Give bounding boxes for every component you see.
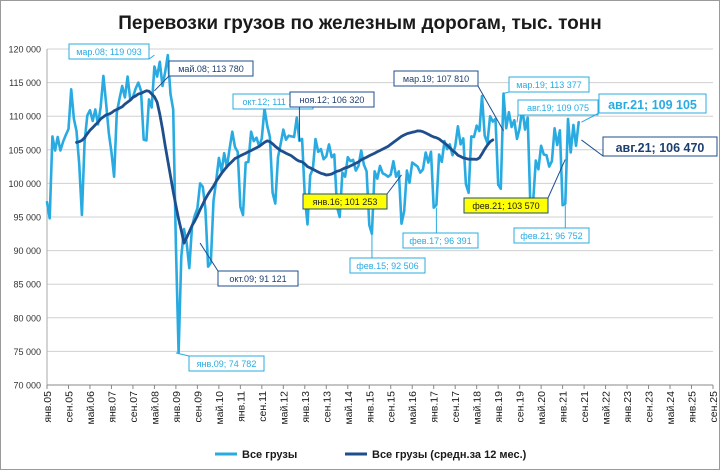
annotation-leader: [386, 174, 402, 195]
x-tick-label: май.14: [343, 391, 355, 425]
y-tick-label: 70 000: [13, 381, 41, 391]
series-line-moving-average: [75, 89, 495, 245]
x-tick-label: янв.19: [493, 391, 505, 423]
annotation-box: [513, 227, 590, 244]
legend-label: Все грузы: [242, 449, 297, 461]
x-tick-label: янв.05: [42, 391, 54, 423]
annotation-box: [302, 193, 388, 210]
annotation-label: фев.21; 103 570: [472, 201, 539, 211]
x-tick-label: янв.15: [364, 391, 376, 423]
x-tick-label: май.10: [214, 391, 226, 425]
x-tick-label: май.18: [472, 391, 484, 425]
annotation-leader: [547, 159, 566, 199]
annotation-label: фев.21; 96 752: [520, 231, 582, 241]
x-tick-label: сен.11: [257, 391, 269, 422]
annotation-box: [289, 91, 375, 108]
y-axis: 70 000 75 000 80 000 85 000 90 000 95 000 100 …: [8, 45, 41, 391]
annotation-leader: [503, 91, 510, 94]
annotation-box: [188, 355, 265, 372]
annotation-label: янв.09; 74 782: [197, 359, 257, 369]
annotation-label: ноя.12; 106 320: [300, 95, 365, 105]
annotation-box: [68, 43, 150, 60]
annotation-box: [217, 270, 299, 287]
y-tick-label: 100 000: [8, 179, 41, 189]
legend: Все грузы Все грузы (средн.за 12 мес.): [215, 449, 527, 461]
annotations: мар.08; 119 093 янв.09; 74 782 окт.12; 111…: [68, 43, 718, 372]
legend-label: Все грузы (средн.за 12 мес.): [372, 449, 527, 461]
x-tick-label: сен.13: [321, 391, 333, 423]
y-tick-label: 85 000: [13, 280, 41, 290]
x-tick-label: сен.25: [708, 391, 719, 423]
x-tick-label: май.22: [601, 391, 613, 425]
x-tick-label: май.20: [536, 391, 548, 425]
x-tick-label: янв.21: [558, 391, 570, 423]
annotation-box: [349, 257, 426, 274]
x-tick-label: май.08: [149, 391, 161, 425]
annotation-label: авг.21; 109 105: [608, 98, 697, 112]
annotation-box: [598, 93, 707, 114]
annotation-leader: [477, 85, 504, 132]
grid: [46, 48, 713, 386]
x-tick-label: май.06: [85, 391, 97, 425]
annotation-box: [517, 99, 599, 116]
chart-title: Перевозки грузов по железным дорогам, ты…: [118, 13, 601, 34]
annotation-box: [402, 232, 479, 249]
x-tick-label: янв.09: [171, 391, 183, 423]
y-tick-label: 115 000: [9, 78, 41, 88]
annotation-leader: [148, 54, 155, 60]
y-tick-label: 80 000: [13, 313, 41, 323]
x-tick-label: сен.05: [63, 391, 75, 423]
y-tick-label: 110 000: [9, 112, 41, 122]
x-tick-label: янв.07: [106, 391, 118, 423]
x-tick-label: янв.11: [235, 391, 247, 422]
x-tick-label: сен.09: [192, 391, 204, 423]
x-tick-label: сен.23: [644, 391, 656, 423]
y-tick-label: 90 000: [13, 246, 41, 256]
annotation-leader: [199, 242, 219, 272]
annotation-box: [393, 70, 479, 87]
annotation-box: [602, 136, 718, 157]
annotation-leader: [516, 114, 519, 123]
annotation-leader: [154, 75, 170, 92]
x-tick-label: май.24: [665, 391, 677, 425]
annotation-label: мар.19; 107 810: [403, 74, 469, 84]
annotation-label: фев.15; 92 506: [356, 261, 418, 271]
x-tick-label: янв.23: [622, 391, 634, 423]
x-tick-label: янв.13: [300, 391, 312, 423]
x-tick-label: сен.21: [579, 391, 591, 423]
plot-area: [45, 53, 581, 355]
annotation-box: [168, 60, 254, 77]
x-tick-label: сен.07: [128, 391, 140, 423]
x-tick-label: май.12: [278, 391, 290, 425]
x-tick-label: янв.17: [429, 391, 441, 423]
annotation-label: окт.12; 111 151: [243, 97, 304, 107]
annotation-box: [463, 197, 549, 214]
annotation-leader: [581, 139, 604, 157]
annotation-leader: [175, 352, 190, 357]
y-tick-label: 75 000: [13, 347, 41, 357]
x-tick-label: май.16: [407, 391, 419, 425]
y-tick-label: 105 000: [8, 145, 41, 155]
x-tick-label: сен.15: [386, 391, 398, 423]
annotation-leader: [581, 112, 600, 123]
annotation-label: май.08; 113 780: [178, 64, 244, 74]
annotation-label: авг.21; 106 470: [616, 141, 705, 155]
x-tick-label: сен.17: [450, 391, 462, 423]
annotation-label: мар.08; 119 093: [76, 47, 142, 57]
annotation-label: окт.09; 91 121: [229, 274, 286, 284]
annotation-label: авг.19; 109 075: [527, 103, 589, 113]
x-tick-label: сен.19: [515, 391, 527, 423]
y-tick-label: 95 000: [13, 213, 41, 223]
x-tick-label: янв.25: [687, 391, 699, 423]
x-axis: янв.05 сен.05 май.06 янв.07 сен.07 май.08 янв.…: [42, 385, 720, 425]
y-tick-label: 120 000: [8, 45, 41, 55]
annotation-label: янв.16; 101 253: [313, 197, 378, 207]
annotation-label: мар.19; 113 377: [516, 80, 582, 90]
annotation-label: фев.17; 96 391: [409, 236, 471, 246]
annotation-box: [508, 76, 590, 93]
